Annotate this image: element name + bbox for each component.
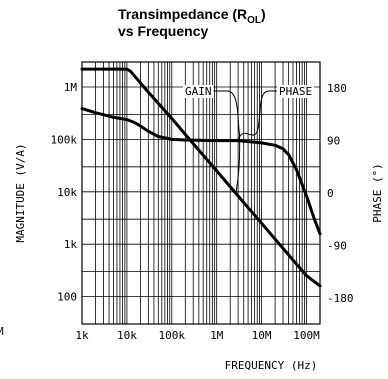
y-left-tick-label: 100 [57, 291, 77, 304]
tick-labels: 1k 10k 100k 1M 10M 100M 1M 100k 10k 1k 100 180 90 0 -9… [51, 81, 354, 342]
annotation-leader-phase [237, 120, 260, 141]
series-line-gain [80, 67, 322, 288]
y-right-tick-label: 180 [327, 82, 347, 95]
annotation-label-phase: PHASE [279, 85, 312, 98]
x-tick-label: 100M [293, 329, 320, 342]
y-right-tick-label: -180 [327, 292, 354, 305]
x-tick-label: 10M [252, 329, 272, 342]
x-tick-label: 1k [75, 329, 89, 342]
chart-title-close: ) [261, 6, 266, 22]
y-right-tick-label: 90 [327, 135, 340, 148]
left-edge-fragment-text: M [0, 325, 4, 338]
y-left-tick-label: 10k [57, 186, 77, 199]
series-line-phase [80, 107, 322, 236]
y-right-tick-label: -90 [327, 239, 347, 252]
x-tick-label: 100k [159, 329, 186, 342]
annotation-label-bg [183, 85, 214, 98]
x-tick-label: 10k [117, 329, 137, 342]
chart-title-subscript: OL [247, 15, 261, 26]
y-left-tick-label: 1M [64, 81, 78, 94]
chart-title-main: Transimpedance (R [118, 6, 247, 22]
y-left-tick-label: 100k [51, 133, 78, 146]
x-tick-label: 1M [210, 329, 224, 342]
annotation-label-gain: GAIN [185, 85, 212, 98]
chart-title-line2: vs Frequency [118, 23, 208, 39]
y-left-axis-title: MAGNITUDE (V/A) [14, 143, 27, 242]
y-left-tick-label: 1k [64, 238, 78, 251]
annotation-leader-gain [213, 90, 241, 197]
grid [81, 62, 321, 324]
annotations: GAIN PHASE [183, 85, 314, 197]
y-right-tick-label: 0 [327, 187, 334, 200]
chart-title: Transimpedance (ROL) vs Frequency [118, 6, 266, 39]
y-right-axis-title: PHASE (°) [371, 163, 384, 223]
annotation-leader-phase [258, 90, 277, 122]
plot-frame [81, 61, 321, 325]
series [80, 67, 322, 288]
x-axis-title: FREQUENCY (Hz) [225, 359, 318, 372]
chart-title-line1: Transimpedance (ROL) [118, 6, 266, 26]
annotation-label-bg [277, 85, 314, 98]
